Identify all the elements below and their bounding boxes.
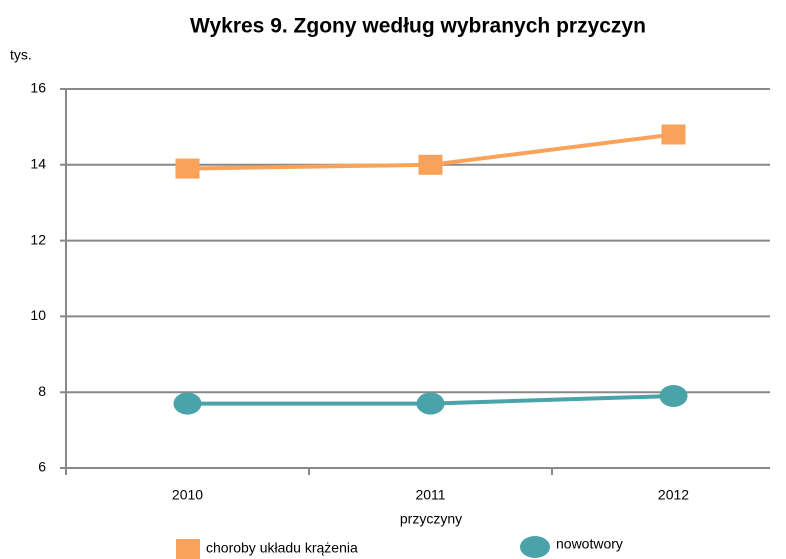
chart-title: Wykres 9. Zgony według wybranych przyczy… <box>190 15 646 38</box>
y-tick-label: 14 <box>30 156 46 172</box>
marker <box>175 158 200 179</box>
y-tick-label: 16 <box>30 80 46 96</box>
marker <box>416 392 445 415</box>
marker <box>659 384 688 407</box>
x-tick-label: 2010 <box>172 487 203 503</box>
legend-swatch <box>176 539 200 559</box>
y-tick-label: 12 <box>30 231 46 247</box>
marker <box>173 392 202 415</box>
y-tick-label: 6 <box>38 459 46 475</box>
marker <box>418 154 443 175</box>
legend-label: nowotwory <box>556 536 623 552</box>
legend-label: choroby układu krążenia <box>206 540 358 556</box>
legend-swatch <box>520 536 550 558</box>
y-axis-label: tys. <box>10 47 32 63</box>
y-tick-label: 8 <box>38 383 46 399</box>
x-tick-label: 2012 <box>658 487 689 503</box>
y-tick-label: 10 <box>30 307 46 323</box>
marker <box>661 124 686 145</box>
x-tick-label: 2011 <box>415 487 445 503</box>
x-axis-label: przyczyny <box>400 511 462 527</box>
